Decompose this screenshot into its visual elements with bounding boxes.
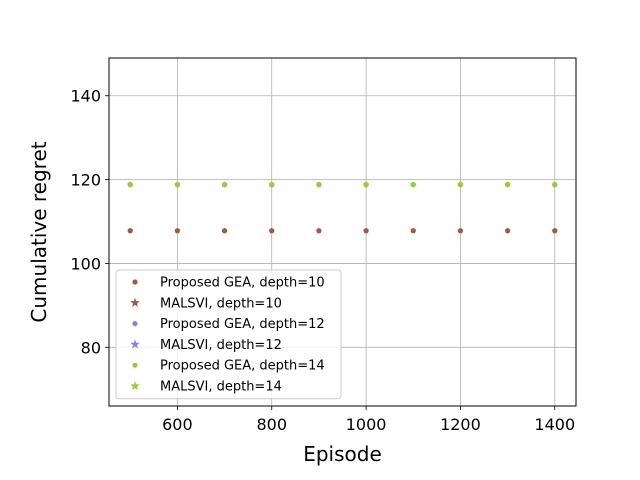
legend-label: Proposed GEA, depth=12 [160, 317, 325, 332]
y-tick-label: 120 [70, 171, 101, 190]
data-point-star [551, 181, 558, 188]
data-point-star [268, 227, 275, 234]
legend-marker [132, 362, 138, 368]
y-tick-label: 80 [81, 338, 101, 357]
data-point-star [363, 181, 370, 188]
legend-marker [132, 279, 138, 285]
y-tick-label: 140 [70, 87, 101, 106]
legend-marker-star [130, 381, 140, 391]
data-point-star [410, 227, 417, 234]
legend-label: MALSVI, depth=12 [160, 338, 282, 353]
x-tick-label: 800 [256, 415, 287, 434]
legend-label: Proposed GEA, depth=14 [160, 359, 325, 374]
legend-label: Proposed GEA, depth=10 [160, 276, 325, 291]
data-point-star [363, 227, 370, 234]
data-points [127, 181, 558, 234]
data-point-star [174, 227, 181, 234]
data-point-star [268, 181, 275, 188]
data-point-star [504, 181, 511, 188]
x-tick-label: 600 [162, 415, 193, 434]
data-point-star [457, 181, 464, 188]
y-axis-label: Cumulative regret [27, 141, 51, 322]
x-tick-label: 1200 [440, 415, 481, 434]
legend-marker-star [130, 297, 140, 307]
data-point-star [457, 227, 464, 234]
legend-marker [132, 321, 138, 327]
data-point-star [127, 181, 134, 188]
data-point-star [504, 227, 511, 234]
legend: Proposed GEA, depth=10 MALSVI, depth=10 Pr… [115, 269, 342, 400]
legend-label: MALSVI, depth=14 [160, 380, 282, 395]
data-point-star [315, 181, 322, 188]
ticks: 600 800 1000 1200 1400 80 100 120 140 [70, 87, 575, 434]
data-point-star [221, 181, 228, 188]
data-point-star [410, 181, 417, 188]
data-point-star [221, 227, 228, 234]
data-point-star [127, 227, 134, 234]
data-point-star [174, 181, 181, 188]
legend-label: MALSVI, depth=10 [160, 296, 282, 311]
x-tick-label: 1000 [346, 415, 387, 434]
y-tick-label: 100 [70, 254, 101, 273]
x-axis-label: Episode [303, 442, 382, 466]
plot-frame [108, 57, 577, 407]
data-point-star [315, 227, 322, 234]
legend-marker-star [130, 339, 140, 349]
x-tick-label: 1400 [534, 415, 575, 434]
legend-box [115, 269, 342, 400]
data-point-star [551, 227, 558, 234]
